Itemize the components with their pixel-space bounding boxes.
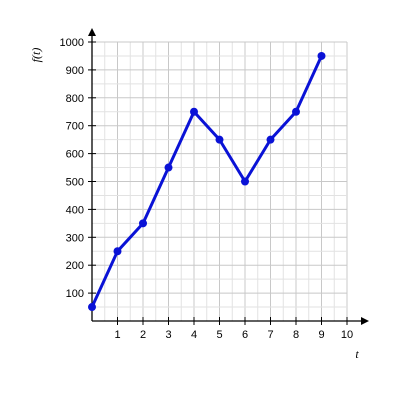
x-tick-label: 5 [216, 329, 222, 341]
y-tick-label: 700 [66, 121, 84, 133]
series-line [90, 54, 323, 309]
x-tick-label: 8 [293, 329, 299, 341]
x-axis-arrow [361, 317, 369, 325]
data-point [266, 135, 275, 144]
ticks: 1 2 3 4 5 6 7 8 9 10 100 200 300 400 500 600 700 800 900 10… [60, 37, 354, 341]
y-axis-title: f(t) [29, 48, 43, 63]
data-point [317, 51, 326, 60]
y-tick-label: 400 [66, 204, 84, 216]
x-tick-label: 10 [341, 329, 353, 341]
data-point [292, 107, 300, 116]
y-tick-label: 800 [66, 93, 84, 105]
y-tick-label: 600 [66, 149, 84, 161]
x-axis-title: t [355, 347, 359, 361]
y-tick-label: 300 [66, 232, 84, 244]
x-tick-label: 9 [318, 329, 324, 341]
data-point [88, 303, 96, 312]
y-tick-label: 200 [66, 260, 84, 272]
axes [88, 28, 369, 325]
x-tick-label: 1 [114, 329, 120, 341]
grid [92, 41, 348, 321]
y-tick-label: 900 [66, 65, 84, 77]
y-tick-label: 1000 [60, 37, 84, 49]
data-point [139, 219, 147, 228]
y-axis-arrow [88, 28, 96, 36]
data-point [215, 135, 224, 144]
data-point [113, 247, 122, 256]
x-tick-label: 6 [242, 329, 248, 341]
x-tick-label: 2 [140, 329, 146, 341]
x-tick-label: 4 [191, 329, 197, 341]
x-tick-label: 3 [165, 329, 171, 341]
data-point [164, 163, 173, 172]
y-tick-label: 100 [66, 288, 84, 300]
x-tick-label: 7 [267, 329, 273, 341]
y-tick-label: 500 [66, 177, 84, 189]
series [88, 51, 326, 312]
data-point [241, 177, 249, 186]
data-point [190, 107, 198, 116]
